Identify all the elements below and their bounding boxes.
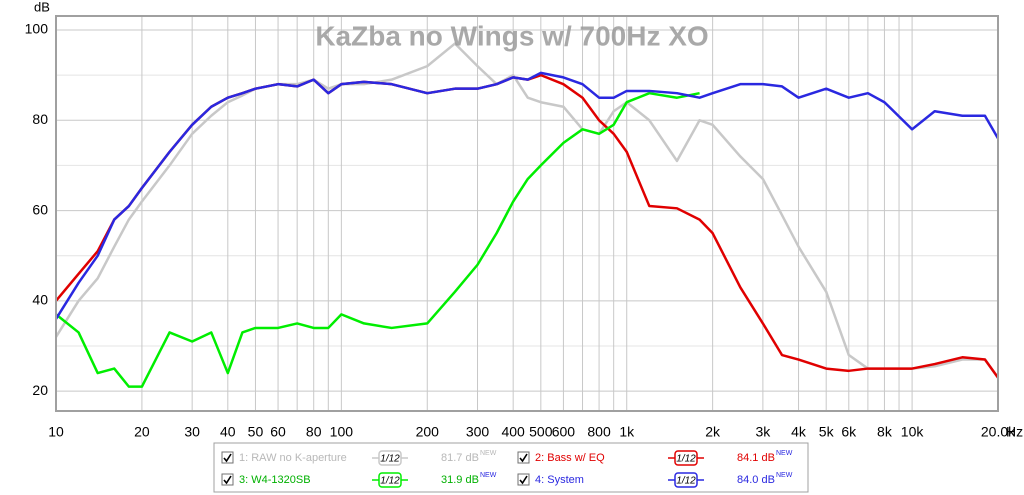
legend-box (213, 442, 809, 493)
x-tick-label: 2k (705, 424, 721, 440)
x-axis-unit: Hz (1006, 424, 1023, 440)
series-line (54, 42, 1000, 379)
legend-item[interactable]: 1: RAW no K-aperture 1/12 81.7 dB NEW (221, 450, 497, 466)
x-tick-label: 200 (416, 424, 440, 440)
legend-checkbox[interactable] (221, 473, 234, 486)
y-axis-label: dB (34, 0, 50, 14)
legend-smoothing: 1/12 (676, 454, 696, 465)
legend-checkmark (223, 453, 232, 463)
legend-item[interactable]: 2: Bass w/ EQ 1/12 84.1 dB NEW (517, 450, 793, 466)
plot-frame (55, 15, 999, 412)
legend-name: 2: Bass w/ EQ (535, 452, 605, 464)
legend-smoothing-box[interactable] (674, 450, 698, 466)
legend-badge: NEW (480, 450, 497, 457)
legend: 1: RAW no K-aperture 1/12 81.7 dB NEW 2: Bas… (221, 450, 793, 488)
legend-name: 4: System (535, 474, 584, 486)
legend-item[interactable]: 4: System 1/12 84.0 dB NEW (517, 472, 793, 488)
x-tick-label: 80 (306, 424, 322, 440)
x-tick-label: 4k (791, 424, 807, 440)
legend-checkbox[interactable] (221, 451, 234, 464)
x-tick-label: 400 (501, 424, 525, 440)
y-tick-label: 20 (32, 382, 48, 398)
legend-checkmark (223, 475, 232, 485)
legend-level: 84.1 dB (737, 452, 775, 464)
series-line (54, 71, 1000, 320)
legend-level: 31.9 dB (441, 474, 479, 486)
x-tick-label: 20 (134, 424, 150, 440)
y-tick-label: 100 (25, 21, 49, 37)
legend-checkmark (519, 453, 528, 463)
x-tick-label: 6k (841, 424, 857, 440)
legend-badge: NEW (776, 472, 793, 479)
x-tick-label: 20.0k (981, 424, 1016, 440)
legend-checkbox[interactable] (517, 451, 530, 464)
legend-checkmark (519, 475, 528, 485)
lines (54, 42, 1000, 388)
legend-smoothing-box[interactable] (378, 450, 402, 466)
x-tick-label: 10k (901, 424, 925, 440)
legend-badge: NEW (480, 472, 497, 479)
x-tick-label: 30 (184, 424, 200, 440)
legend-badge: NEW (776, 450, 793, 457)
legend-smoothing: 1/12 (380, 454, 400, 465)
y-tick-label: 40 (32, 292, 48, 308)
legend-checkbox[interactable] (517, 473, 530, 486)
y-tick-label: 60 (32, 201, 48, 217)
legend-smoothing-box[interactable] (674, 472, 698, 488)
x-tick-label: 5k (819, 424, 835, 440)
legend-name: 1: RAW no K-aperture (239, 452, 347, 464)
x-tick-label: 60 (270, 424, 286, 440)
x-tick-label: 8k (877, 424, 893, 440)
y-tick-label: 80 (32, 111, 48, 127)
x-tick-label: 500 (529, 424, 553, 440)
grid (55, 16, 999, 411)
x-tick-label: 800 (587, 424, 611, 440)
legend-name: 3: W4-1320SB (239, 474, 311, 486)
x-tick-label: 50 (248, 424, 264, 440)
legend-smoothing: 1/12 (676, 476, 696, 487)
series-line (55, 91, 700, 388)
x-tick-label: 100 (330, 424, 354, 440)
x-tick-label: 1k (619, 424, 635, 440)
plot-area (55, 15, 999, 412)
legend-item[interactable]: 3: W4-1320SB 1/12 31.9 dB NEW (221, 472, 497, 488)
x-tick-label: 600 (552, 424, 576, 440)
x-tick-label: 10 (48, 424, 64, 440)
legend-level: 84.0 dB (737, 474, 775, 486)
legend-smoothing: 1/12 (380, 476, 400, 487)
chart-title: KaZba no Wings w/ 700Hz XO (315, 20, 708, 51)
legend-level: 81.7 dB (441, 452, 479, 464)
x-tick-label: 300 (466, 424, 490, 440)
x-tick-label: 3k (755, 424, 771, 440)
legend-smoothing-box[interactable] (378, 472, 402, 488)
x-tick-label: 40 (220, 424, 236, 440)
